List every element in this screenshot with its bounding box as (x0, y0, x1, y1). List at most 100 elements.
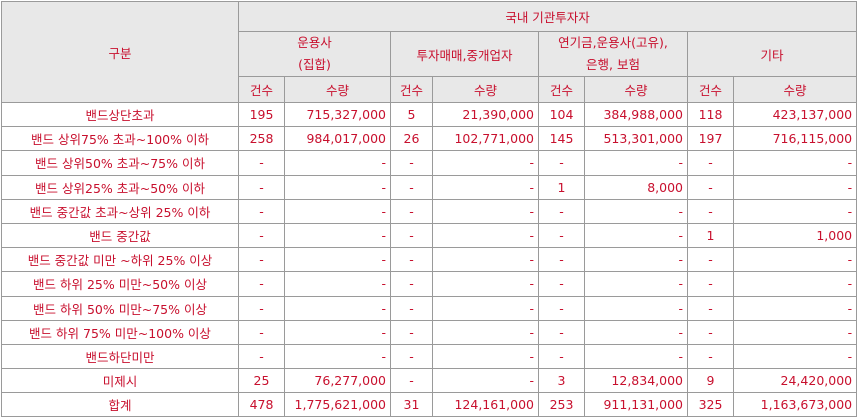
amount-cell: 1,000 (732, 222, 858, 249)
group-header-asset-manager: 운용사 (집합) (238, 31, 391, 77)
amount-cell: - (284, 271, 391, 297)
amount-cell: - (432, 319, 539, 345)
amount-cell: 102,771,000 (432, 126, 539, 152)
table-row: 밴드 중간값 - - - - - -1 1,000 (1, 222, 858, 249)
table-row: 밴드상단초과 195 715,327,000 5 21,390,000 104 384,98… (1, 101, 858, 128)
row-label: 미제시 (1, 368, 239, 394)
group-header-line: 기타 (760, 47, 784, 63)
count-header: 건수 (238, 76, 285, 103)
count-cell: 104 (538, 101, 585, 128)
count-cell: 325 (687, 392, 734, 417)
count-cell: - (538, 222, 585, 249)
amount-cell: - (284, 247, 391, 273)
amount-cell: - (584, 319, 688, 345)
group-header-line: 연기금,운용사(고유), (558, 35, 668, 50)
count-cell: - (390, 343, 433, 370)
amount-cell: 24,420,000 (732, 368, 858, 394)
row-label: 밴드 상위25% 초과~50% 이하 (1, 174, 239, 200)
amount-cell: - (584, 247, 688, 273)
count-cell: 118 (687, 101, 734, 128)
row-label: 밴드 하위 50% 미만~75% 이상 (1, 295, 239, 321)
row-label: 밴드 중간값 초과~상위 25% 이하 (1, 198, 239, 224)
amount-cell: - (284, 150, 391, 176)
count-header: 건수 (390, 76, 433, 103)
count-cell: - (238, 198, 285, 224)
amount-cell: 8,000 (584, 174, 688, 200)
count-cell: - (238, 295, 285, 321)
table-row: 밴드 하위 50% 미만~75% 이상 - - - - - - - - (1, 295, 858, 321)
count-cell: - (538, 295, 585, 321)
amount-cell: - (284, 198, 391, 224)
amount-cell: 715,327,000 (284, 101, 391, 128)
count-cell: - (687, 198, 734, 224)
count-cell: - (238, 319, 285, 345)
amount-cell: - (284, 295, 391, 321)
count-cell: - (238, 150, 285, 176)
table-row: 밴드 하위 75% 미만~100% 이상 - - - - - - - - (1, 319, 858, 345)
table-header: 구분 국내 기관투자자 운용사 (집합) 투자매매,중개업자 연기금,운용사(고… (1, 1, 858, 103)
category-header: 구분 (1, 1, 239, 103)
count-cell: 26 (390, 126, 433, 152)
amount-cell: 124,161,000 (432, 392, 539, 417)
group-header-line: 운용사 (297, 35, 332, 50)
count-cell: - (538, 150, 585, 176)
table-body: 밴드상단초과 195 715,327,000 5 21,390,000 104 384,98… (1, 101, 858, 417)
amount-cell: - (432, 174, 539, 200)
header-row-subcolumns: 건수 수량 건수 수량 건수 수량 건수 수량 (2, 76, 858, 103)
count-cell: - (538, 271, 585, 297)
amount-cell: 984,017,000 (284, 126, 391, 152)
group-header-line: 투자매매,중개업자 (416, 47, 513, 63)
count-cell: 197 (687, 126, 734, 152)
count-cell: 9 (687, 368, 734, 394)
table-row: 밴드 상위50% 초과~75% 이하 - - - - - - - - (1, 150, 858, 176)
group-header-broker: 투자매매,중개업자 (390, 31, 539, 77)
count-cell: - (390, 247, 433, 273)
amount-cell: 423,137,000 (732, 101, 858, 128)
amount-cell: 21,390,000 (432, 101, 539, 128)
amount-cell: 911,131,000 (584, 392, 688, 417)
amount-cell: - (432, 271, 539, 297)
amount-cell: - (284, 319, 391, 345)
amount-cell: 384,988,000 (584, 101, 688, 128)
amount-cell: 12,834,000 (584, 368, 688, 394)
amount-cell: - (732, 150, 858, 176)
table-row: 합계 478 1,775,621,000 31 124,161,000 253 911,13… (1, 392, 858, 417)
row-label: 밴드 하위 75% 미만~100% 이상 (1, 319, 239, 345)
count-cell: - (390, 271, 433, 297)
group-header-other: 기타 (686, 31, 858, 77)
amount-cell: - (432, 343, 539, 370)
header-row-groups: 운용사 (집합) 투자매매,중개업자 연기금,운용사(고유), 은행, 보험 기… (2, 31, 858, 77)
amount-cell: - (732, 343, 858, 370)
count-cell: 3 (538, 368, 585, 394)
count-cell: - (238, 174, 285, 200)
group-header-pension-bank-insurance: 연기금,운용사(고유), 은행, 보험 (538, 31, 688, 77)
row-label: 밴드 중간값 미만 ~하위 25% 이상 (1, 247, 239, 273)
amount-header: 수량 (284, 76, 391, 103)
amount-cell: 1,163,673,000 (732, 392, 858, 417)
count-cell: 258 (238, 126, 285, 152)
amount-cell: - (732, 295, 858, 321)
count-cell: - (538, 319, 585, 345)
amount-header: 수량 (432, 76, 539, 103)
amount-cell: - (732, 271, 858, 297)
amount-cell: - (432, 150, 539, 176)
count-cell: - (538, 247, 585, 273)
amount-cell: - (732, 319, 858, 345)
count-cell: - (390, 150, 433, 176)
count-header: 건수 (687, 76, 734, 103)
count-cell: 1 (687, 222, 734, 249)
table-row: 밴드 상위75% 초과~100% 이하 258 984,017,000 26 102,7… (1, 126, 858, 152)
count-cell: - (687, 174, 734, 200)
amount-cell: - (732, 174, 858, 200)
count-cell: - (687, 271, 734, 297)
count-cell: 5 (390, 101, 433, 128)
count-cell: 253 (538, 392, 585, 417)
amount-header: 수량 (732, 76, 858, 103)
header-row-top: 구분 국내 기관투자자 (1, 1, 858, 103)
count-cell: 478 (238, 392, 285, 417)
amount-cell: - (284, 222, 391, 249)
count-cell: - (390, 174, 433, 200)
amount-cell: - (432, 247, 539, 273)
row-label: 밴드하단미만 (1, 343, 239, 370)
